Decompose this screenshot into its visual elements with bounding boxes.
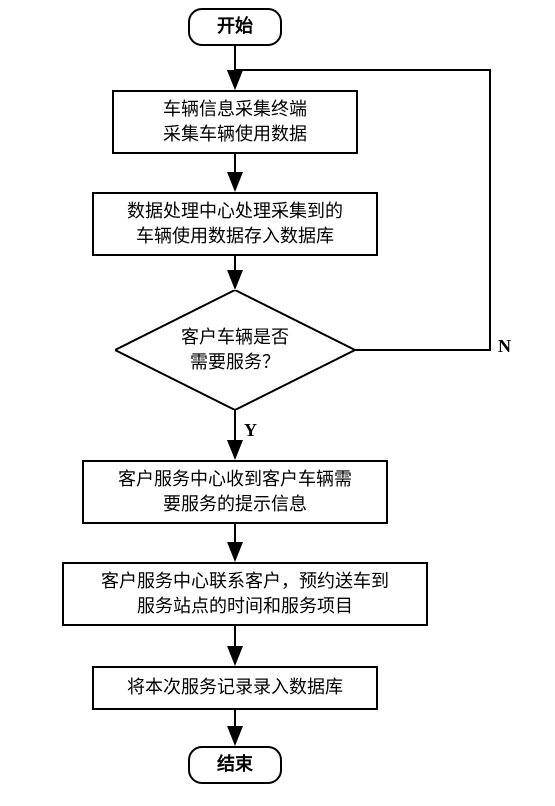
process-store: 数据处理中心处理采集到的 车辆使用数据存入数据库 bbox=[92, 192, 378, 256]
process-record-label: 将本次服务记录录入数据库 bbox=[127, 675, 343, 700]
decision-need-service-label: 客户车辆是否 需要服务？ bbox=[181, 325, 289, 375]
process-collect: 车辆信息采集终端 采集车辆使用数据 bbox=[112, 90, 358, 154]
label-no: N bbox=[498, 336, 511, 357]
terminal-end: 结束 bbox=[188, 746, 282, 784]
process-contact: 客户服务中心联系客户，预约送车到 服务站点的时间和服务项目 bbox=[62, 562, 428, 626]
process-record: 将本次服务记录录入数据库 bbox=[92, 666, 378, 710]
decision-need-service: 客户车辆是否 需要服务？ bbox=[115, 290, 355, 410]
process-store-label: 数据处理中心处理采集到的 车辆使用数据存入数据库 bbox=[127, 199, 343, 249]
terminal-start-label: 开始 bbox=[217, 14, 253, 39]
process-collect-label: 车辆信息采集终端 采集车辆使用数据 bbox=[163, 97, 307, 147]
terminal-start: 开始 bbox=[188, 8, 282, 46]
process-notify: 客户服务中心收到客户车辆需 要服务的提示信息 bbox=[82, 460, 388, 524]
label-yes: Y bbox=[244, 420, 257, 441]
process-contact-label: 客户服务中心联系客户，预约送车到 服务站点的时间和服务项目 bbox=[101, 569, 389, 619]
process-notify-label: 客户服务中心收到客户车辆需 要服务的提示信息 bbox=[118, 467, 352, 517]
terminal-end-label: 结束 bbox=[217, 752, 253, 777]
